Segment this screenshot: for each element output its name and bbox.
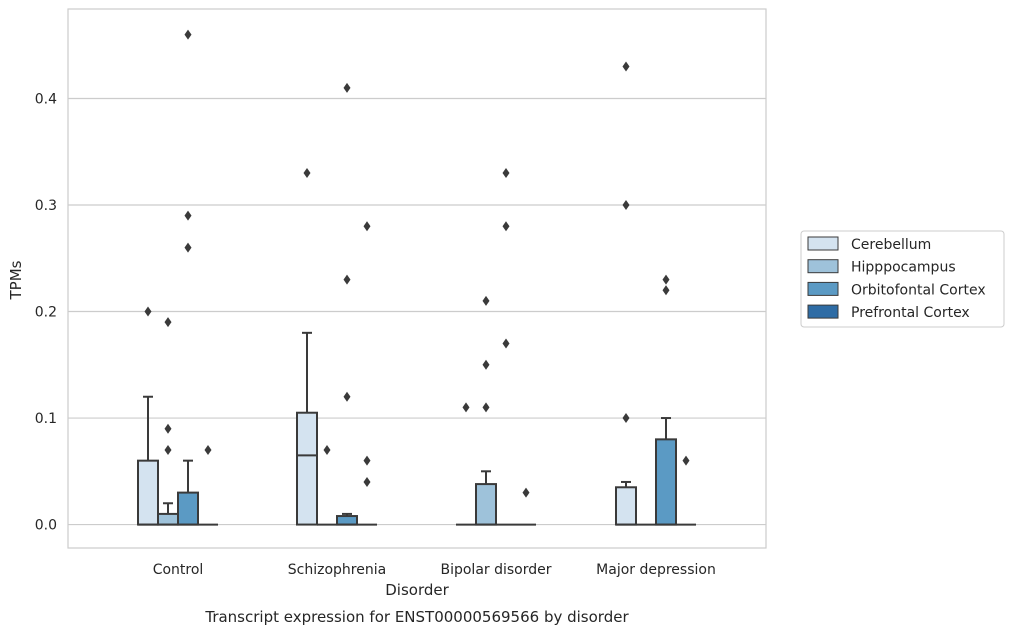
box-iqr [615,486,637,526]
legend-swatch [807,259,839,274]
x-axis-title: Disorder [385,581,449,599]
box-series-group [137,331,696,526]
legend-label: Prefrontal Cortex [851,305,970,321]
outlier-point [662,285,670,296]
legend-frame [800,230,1005,328]
outlier-markers [144,29,690,498]
box-iqr [655,438,677,526]
y-tick-label: 0.2 [35,305,57,321]
y-tick-labels: 0.0 0.1 0.2 0.3 0.4 [35,91,57,533]
box-orbitofontal-cortex [336,512,358,526]
outlier-point [482,402,490,413]
legend: Cerebellum Hipppocampus Orbitofontal Corte… [800,230,1005,328]
outlier-point [482,295,490,306]
legend-swatch [807,236,839,251]
box-iqr [177,491,199,526]
x-tick-label: Major depression [596,562,716,578]
y-tick-label: 0.0 [35,518,57,534]
box-cerebellum [137,395,159,526]
outlier-point [343,82,351,93]
outlier-point [303,168,311,179]
outlier-point [502,168,510,179]
outlier-point [363,221,371,232]
box-iqr [137,459,159,526]
legend-label: Hipppocampus [851,260,956,276]
outlier-point [363,455,371,466]
box-iqr [475,483,497,526]
outlier-point [502,221,510,232]
legend-label: Cerebellum [851,237,931,253]
outlier-point [204,445,212,455]
chart-caption: Transcript expression for ENST0000056956… [204,608,629,626]
outlier-point [662,274,670,285]
outlier-point [622,61,630,72]
x-tick-label: Control [153,562,204,578]
y-tick-label: 0.3 [35,198,57,214]
y-axis-title: TPMs [7,260,25,300]
outlier-point [462,402,470,413]
plot-area-frame [67,8,767,549]
x-tick-label: Bipolar disorder [440,562,551,578]
outlier-point [164,423,172,434]
y-tick-label: 0.1 [35,411,57,427]
outlier-point [144,306,152,317]
outlier-point [502,338,510,349]
box-cerebellum [615,480,637,526]
legend-swatch [807,304,839,319]
x-tick-label: Schizophrenia [288,562,386,578]
legend-swatch [807,281,839,296]
box-hipppocampus [157,502,179,526]
box-iqr [157,512,179,526]
outlier-point [164,445,172,455]
outlier-point [682,455,690,466]
outlier-point [323,445,331,455]
outlier-point [622,413,630,424]
outlier-point [363,476,371,487]
outlier-point [622,200,630,210]
box-iqr [336,515,358,526]
y-tick-label: 0.4 [35,91,57,107]
box-cerebellum [296,331,318,526]
box-orbitofontal-cortex [655,417,677,526]
outlier-point [184,210,192,221]
outlier-point [343,274,351,285]
box-iqr [296,411,318,526]
legend-label: Orbitofontal Cortex [851,282,986,298]
outlier-point [164,317,172,328]
outlier-point [522,487,530,498]
box-hipppocampus [475,470,497,526]
x-tick-labels: Control Schizophrenia Bipolar disorder Majo… [153,562,716,578]
outlier-point [184,242,192,253]
outlier-point [482,359,490,370]
outlier-point [184,29,192,40]
box-orbitofontal-cortex [177,459,199,526]
outlier-point [343,391,351,402]
